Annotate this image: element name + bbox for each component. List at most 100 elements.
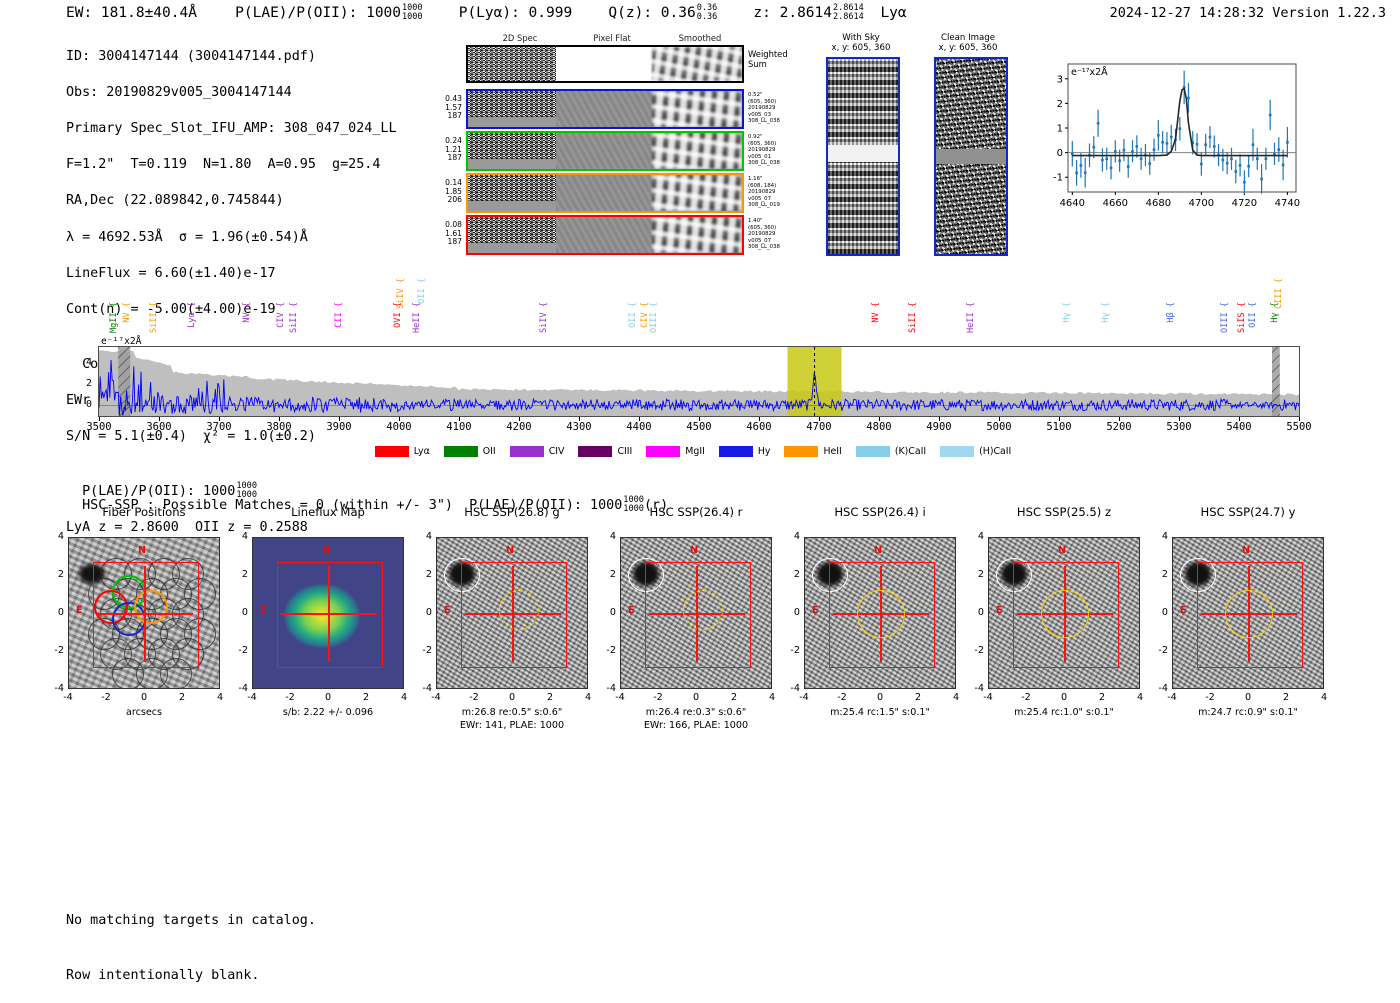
legend-label: HeII xyxy=(823,446,842,457)
legend-swatch xyxy=(509,446,544,457)
header-qz-den: 0.36 xyxy=(696,12,718,22)
spec2d-row-weights: 0.24 1.21 187 xyxy=(445,136,462,163)
spectrum-xtick: 4000 xyxy=(386,421,412,433)
emission-line-label: MgII { xyxy=(108,302,119,334)
cutout-xtick: 4 xyxy=(952,692,960,703)
spectrum-xtick: 5000 xyxy=(986,421,1012,433)
cutout-image[interactable] xyxy=(436,537,588,689)
info-primary-amp: Primary Spec_Slot_IFU_AMP: 308_047_024_L… xyxy=(66,121,397,137)
spec2d-fiber-cutout xyxy=(466,89,744,129)
cutout-ytick: 2 xyxy=(1161,569,1168,580)
cutout-ytick: 0 xyxy=(609,607,616,618)
header-z-num: 2.8614 xyxy=(833,3,864,13)
cutout-xtick: -2 xyxy=(101,692,111,703)
cutout-ytick: -2 xyxy=(54,645,64,656)
compass-north: N xyxy=(322,545,331,556)
svg-text:4740: 4740 xyxy=(1275,198,1300,209)
cutout-xtick: 4 xyxy=(400,692,408,703)
spectrum-xtick: 5400 xyxy=(1226,421,1252,433)
legend-label: (H)CaII xyxy=(979,446,1012,457)
spectrum-xtick: 4600 xyxy=(746,421,772,433)
cutout-image[interactable] xyxy=(68,537,220,689)
clean-image xyxy=(934,57,1008,256)
spectrum-xtick: 4300 xyxy=(566,421,592,433)
compass-north: N xyxy=(506,545,515,556)
emission-line-label: OIII { xyxy=(1219,302,1230,334)
cutout-ytick: 4 xyxy=(609,531,616,542)
header-line-id: Lyα xyxy=(880,5,907,21)
spectrum-xtick-mark xyxy=(579,417,580,421)
spectrum-xtick: 4900 xyxy=(926,421,952,433)
spec2d-fiber-cutout xyxy=(466,173,744,213)
full-spectrum-panel: MgII {NV {SiII {Lyα {NV {CIV {SiII {CII … xyxy=(0,272,1400,472)
info-lineflux: LineFlux = 6.60(±1.40)e-17 xyxy=(66,265,276,281)
svg-text:2: 2 xyxy=(1057,99,1063,110)
cutout-image[interactable] xyxy=(988,537,1140,689)
info-obs: Obs: 20190829v005_3004147144 xyxy=(66,85,292,101)
emission-line-label: SiII { xyxy=(908,302,919,334)
cutout-image[interactable] xyxy=(1172,537,1324,689)
compass-east: E xyxy=(812,605,819,616)
spectrum-xtick-mark xyxy=(159,417,160,421)
spectrum-xtick: 5100 xyxy=(1046,421,1072,433)
compass-north: N xyxy=(690,545,699,556)
cutout-title: HSC SSP(25.5) z xyxy=(1016,505,1112,519)
cutout-xtick: 2 xyxy=(914,692,922,703)
full-spectrum-svg xyxy=(99,347,1299,416)
legend-item: (H)CaII xyxy=(940,446,1011,457)
cutout-caption-1: m:25.4 rc:1.0" s:0.1" xyxy=(1014,707,1114,718)
spectrum-xtick: 4200 xyxy=(506,421,532,433)
cutout-title: HSC SSP(26.4) i xyxy=(834,505,926,519)
svg-text:4660: 4660 xyxy=(1103,198,1128,209)
cutout-ytick: -4 xyxy=(238,683,248,694)
cutout-caption-2: EWr: 166, PLAE: 1000 xyxy=(643,720,749,731)
hsc-plae-num: 1000 xyxy=(623,495,644,505)
cutout-ytick: 4 xyxy=(241,531,248,542)
emission-line-label: Hγ { xyxy=(1062,302,1072,323)
cutout-xtick: 0 xyxy=(1244,692,1252,703)
legend-swatch xyxy=(443,446,478,457)
cutout-caption-1: s/b: 2.22 +/- 0.096 xyxy=(282,707,374,718)
cutout-xtick: -4 xyxy=(431,692,441,703)
emission-line-label: HeII { xyxy=(966,302,976,334)
cutout-xtick: 0 xyxy=(1060,692,1068,703)
header-plae-num: 1000 xyxy=(402,3,423,13)
emission-line-label: HeII { xyxy=(412,302,423,334)
spectrum-xtick-mark xyxy=(399,417,400,421)
emission-line-label: SiIV { xyxy=(396,278,406,310)
compass-east: E xyxy=(628,605,635,616)
cutout-image[interactable] xyxy=(252,537,404,689)
legend-label: CIII xyxy=(617,446,633,457)
header-plae-label: P(LAE)/P(OII): 1000 xyxy=(235,5,402,21)
cutout-image[interactable] xyxy=(804,537,956,689)
cutout-xtick: -4 xyxy=(1167,692,1177,703)
compass-north: N xyxy=(874,545,883,556)
info-cont-n: Cont(n) = -5.00(±4.00)e-19 xyxy=(66,301,276,317)
cutout-xtick: -2 xyxy=(1205,692,1215,703)
cutout-xtick: -2 xyxy=(285,692,295,703)
cutout-ytick: 4 xyxy=(425,531,432,542)
cutout-caption-1: m:25.4 rc:1.5" s:0.1" xyxy=(830,707,930,718)
cutout-caption-1: m:26.4 re:0.3" s:0.6" xyxy=(645,707,747,718)
spectrum-xtick-mark xyxy=(759,417,760,421)
spectrum-xtick: 4700 xyxy=(806,421,832,433)
compass-east: E xyxy=(76,605,83,616)
spectrum-xtick-mark xyxy=(459,417,460,421)
spectrum-xtick: 4400 xyxy=(626,421,652,433)
spectrum-ytick: 0 xyxy=(85,398,92,410)
cutout-xtick: 0 xyxy=(508,692,516,703)
clean-image-title: Clean Image x, y: 605, 360 xyxy=(938,33,998,53)
cutout-xtick: 0 xyxy=(876,692,884,703)
cutout-xtick: -4 xyxy=(983,692,993,703)
footer-line-2: Row intentionally blank. xyxy=(66,968,260,984)
emission-line-label: Hγ { xyxy=(1101,302,1111,323)
spectrum-xtick-mark xyxy=(219,417,220,421)
cutout-ytick: 4 xyxy=(1161,531,1168,542)
cutout-xtick: 2 xyxy=(546,692,554,703)
legend-item: HeII xyxy=(784,446,842,457)
legend-label: OII xyxy=(482,446,496,457)
cutout-image[interactable] xyxy=(620,537,772,689)
cutout-xtick: 4 xyxy=(216,692,224,703)
legend-swatch xyxy=(855,446,890,457)
header-ew: EW: 181.8±40.4Å xyxy=(66,5,197,21)
